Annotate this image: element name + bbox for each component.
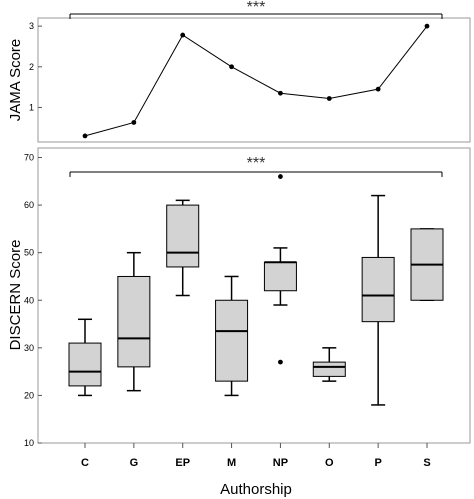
box-iqr — [117, 275, 151, 368]
jama-y-tick-label: 3 — [29, 21, 34, 31]
box-iqr — [166, 204, 200, 268]
jama-point — [131, 120, 137, 125]
jama-y-tick-label: 1 — [29, 102, 34, 112]
discern-y-tick-label: 50 — [24, 248, 34, 258]
discern-y-tick-label: 10 — [24, 438, 34, 448]
box-iqr — [263, 261, 297, 292]
jama-significance-label: *** — [247, 0, 266, 16]
jama-score-panel: JAMA Score 1 2 3 *** — [7, 0, 471, 143]
jama-plot-frame — [37, 17, 471, 143]
box-iqr — [312, 361, 346, 377]
jama-y-axis-label: JAMA Score — [7, 39, 24, 122]
discern-score-panel: DISCERN Score 10 20 30 40 50 60 70 *** C G EP M NP… — [7, 147, 471, 498]
x-tick-label: O — [325, 457, 334, 469]
box-o — [312, 347, 346, 382]
x-tick-label: C — [81, 457, 89, 469]
box-m — [215, 275, 249, 397]
x-axis-label: Authorship — [220, 481, 292, 498]
x-tick-label: S — [423, 457, 430, 469]
discern-boxes — [68, 174, 444, 406]
x-axis-ticks: C G EP M NP O P S — [81, 443, 431, 469]
discern-y-ticks: 10 20 30 40 50 60 70 — [24, 153, 42, 448]
jama-point — [424, 23, 430, 29]
jama-y-ticks: 1 2 3 — [29, 21, 42, 112]
discern-y-axis-label: DISCERN Score — [7, 240, 24, 351]
x-tick-label: P — [374, 457, 381, 469]
x-tick-label: M — [227, 457, 236, 469]
discern-significance-label: *** — [247, 155, 266, 172]
jama-point — [229, 64, 234, 70]
box-iqr — [361, 256, 395, 323]
x-tick-label: EP — [175, 457, 190, 469]
discern-significance-bracket: *** — [69, 155, 443, 177]
box-p — [361, 194, 395, 406]
box-g — [117, 251, 151, 392]
box-ep — [166, 199, 200, 297]
jama-point — [278, 90, 283, 96]
jama-series — [82, 23, 430, 139]
discern-y-tick-label: 40 — [24, 295, 34, 305]
discern-y-tick-label: 60 — [24, 200, 34, 210]
jama-y-tick-label: 2 — [29, 62, 34, 72]
jama-significance-bracket: *** — [69, 0, 443, 19]
outlier-point — [278, 359, 283, 365]
box-s — [410, 228, 444, 302]
x-tick-label: G — [130, 457, 139, 469]
jama-point — [326, 96, 332, 101]
x-tick-label: NP — [273, 457, 288, 469]
box-c — [68, 318, 102, 397]
jama-point — [375, 86, 381, 92]
discern-plot-frame — [37, 147, 471, 444]
outlier-point — [278, 174, 283, 179]
jama-point — [82, 133, 88, 139]
box-iqr — [215, 299, 249, 382]
box-iqr — [68, 342, 102, 387]
discern-y-tick-label: 70 — [24, 153, 34, 163]
discern-y-tick-label: 30 — [24, 343, 34, 353]
discern-y-tick-label: 20 — [24, 390, 34, 400]
jama-point — [180, 32, 186, 38]
jama-line — [84, 25, 428, 137]
box-np — [263, 174, 297, 365]
